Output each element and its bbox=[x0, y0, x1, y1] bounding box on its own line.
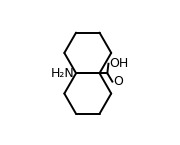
Text: OH: OH bbox=[109, 57, 128, 70]
Text: O: O bbox=[113, 75, 123, 88]
Text: H₂N: H₂N bbox=[51, 67, 74, 80]
